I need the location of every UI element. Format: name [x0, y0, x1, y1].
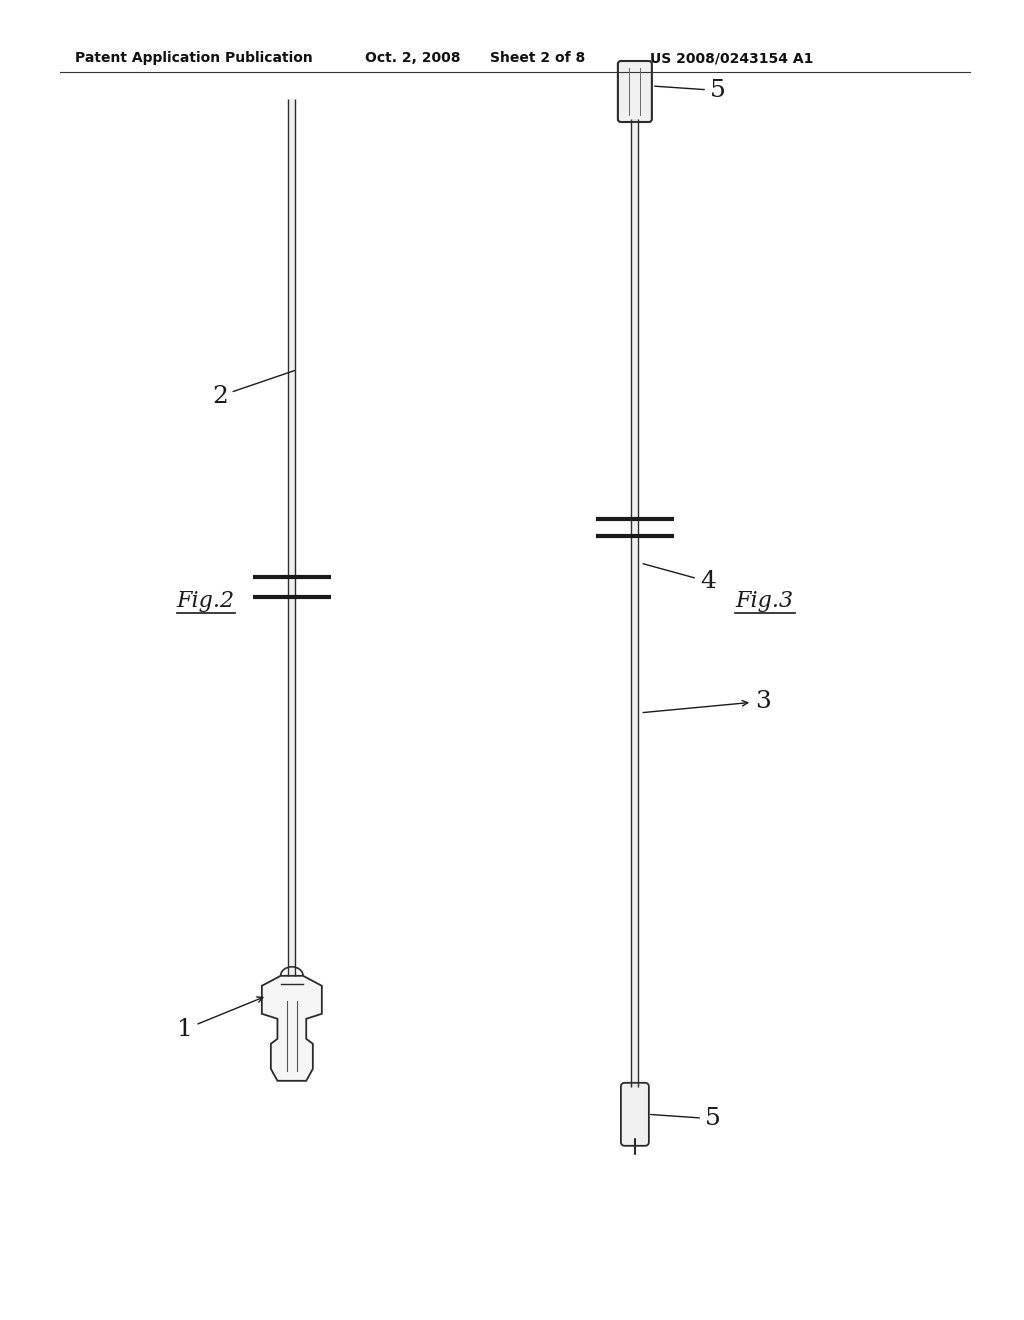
Text: 2: 2 [212, 371, 295, 408]
Text: Fig.3: Fig.3 [735, 590, 793, 611]
Polygon shape [262, 975, 322, 1081]
Text: 4: 4 [643, 564, 716, 593]
Text: 5: 5 [650, 1107, 721, 1130]
Text: 1: 1 [177, 997, 263, 1040]
Text: Patent Application Publication: Patent Application Publication [75, 51, 312, 65]
Text: Sheet 2 of 8: Sheet 2 of 8 [490, 51, 586, 65]
Text: US 2008/0243154 A1: US 2008/0243154 A1 [650, 51, 813, 65]
Text: 3: 3 [643, 690, 771, 713]
Text: Oct. 2, 2008: Oct. 2, 2008 [365, 51, 461, 65]
Text: 5: 5 [654, 79, 726, 102]
FancyBboxPatch shape [617, 61, 652, 121]
Text: Fig.2: Fig.2 [177, 590, 234, 611]
FancyBboxPatch shape [621, 1082, 649, 1146]
